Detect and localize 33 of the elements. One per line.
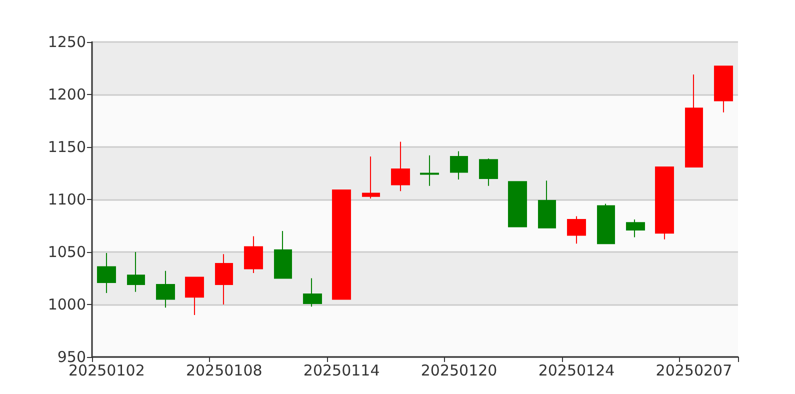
candlestick [420,154,439,186]
x-tick-label: 20250114 [303,362,380,380]
y-tick-label: 1000 [48,296,86,314]
candlestick [127,252,145,292]
y-tick-label: 1250 [48,33,86,51]
candlestick [97,252,116,294]
candlestick [655,166,674,240]
candlestick [450,150,468,180]
y-tick-label: 1100 [48,190,86,208]
candlestick [244,236,263,274]
candlestick [274,230,292,279]
x-tick-label: 20250207 [656,362,732,380]
candlestick [215,254,233,305]
candlestick [508,181,527,228]
candlestick [714,66,733,113]
y-tick-label: 1050 [48,243,86,261]
candlestick [479,158,498,186]
x-tick-label: 20250120 [420,362,498,380]
y-tick-label: 1150 [48,138,86,156]
y-tick-label: 1200 [48,86,86,104]
candlestick [597,203,615,244]
candlestick [626,218,645,238]
candlestick [391,141,410,192]
candlestick [156,270,175,308]
candlestick [362,156,380,199]
candlestick [538,180,556,228]
candlestick [303,278,322,308]
x-tick-label: 20250108 [186,362,262,380]
candlestick [685,74,703,168]
x-tick-label: 20250124 [538,362,615,380]
candlestick [185,276,204,316]
candlestick [567,216,586,244]
candlestick [332,190,351,300]
